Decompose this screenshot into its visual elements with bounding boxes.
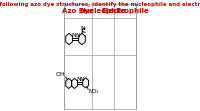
Text: NO₂: NO₂ xyxy=(88,89,99,94)
Text: 1. Using the following azo dye structures, identify the nucleophile and electrop: 1. Using the following azo dye structure… xyxy=(0,2,200,7)
Text: N: N xyxy=(80,26,85,31)
Text: N: N xyxy=(75,33,80,38)
Text: N: N xyxy=(79,77,84,82)
Text: Electrophile: Electrophile xyxy=(101,8,149,14)
Text: OH: OH xyxy=(56,72,65,77)
Text: Azo Dye: Azo Dye xyxy=(62,8,94,14)
Text: N: N xyxy=(71,33,76,38)
Text: N: N xyxy=(76,77,81,82)
Text: Nucleophile: Nucleophile xyxy=(79,8,126,14)
